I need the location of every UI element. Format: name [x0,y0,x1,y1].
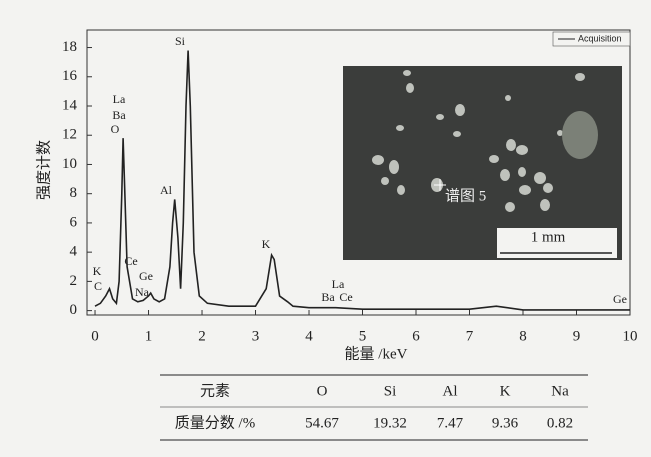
x-axis-label: 能量 /keV [345,345,408,362]
element-label: C [94,279,102,293]
y-tick-label: 12 [62,127,77,143]
element-label: La [332,277,345,291]
table-header: O [317,383,328,399]
element-label: Ge [613,292,627,306]
large-particle [562,111,598,159]
table-header: K [500,383,511,399]
x-tick-label: 7 [466,328,474,344]
y-tick-label: 10 [62,156,77,172]
element-label: K [262,237,271,251]
x-tick-label: 5 [359,328,367,344]
element-label: K [93,264,102,278]
x-tick-label: 9 [573,328,581,344]
inset-scale-label: 1 mm [531,229,566,245]
x-tick-label: 8 [519,328,527,344]
chart: 谱图 5 1 mm 能量 /keV 强度计数 02468101214161801… [0,0,651,452]
y-tick-label: 6 [70,214,78,230]
x-tick-label: 1 [145,328,153,344]
table-header: 元素 [200,382,230,399]
y-axis-label: 强度计数 [35,140,52,200]
legend-label: Acquisition [578,33,622,43]
table-cell: 9.36 [492,415,519,431]
table-cell: 0.82 [547,415,573,431]
table-header: Si [384,383,397,399]
element-label: O [111,122,120,136]
table-cell: 7.47 [437,415,464,431]
y-tick-label: 0 [70,302,78,318]
y-tick-label: 8 [70,185,78,201]
inset-spot-label: 谱图 5 [445,187,486,204]
x-tick-label: 10 [623,328,638,344]
element-label: Na [135,285,150,299]
element-label: Ba [321,290,335,304]
element-label: Al [160,183,173,197]
element-label: Ba [112,108,126,122]
table-header: Al [443,383,458,399]
element-label: Ce [339,290,352,304]
table-cell: 54.67 [305,415,339,431]
y-tick-label: 18 [62,39,77,55]
table-cell: 19.32 [373,415,407,431]
y-tick-label: 14 [62,97,78,113]
element-label: La [113,92,126,106]
x-tick-label: 0 [91,328,99,344]
x-tick-label: 2 [198,328,206,344]
element-label: Ge [139,269,153,283]
element-label: Ce [124,254,137,268]
table-header: Na [551,383,569,399]
element-label: Si [175,34,186,48]
y-tick-label: 4 [70,244,78,260]
x-tick-label: 3 [252,328,260,344]
x-tick-label: 4 [305,328,313,344]
x-tick-label: 6 [412,328,420,344]
table-cell: 质量分数 /% [175,414,255,431]
y-tick-label: 16 [62,68,78,84]
y-tick-label: 2 [70,273,78,289]
